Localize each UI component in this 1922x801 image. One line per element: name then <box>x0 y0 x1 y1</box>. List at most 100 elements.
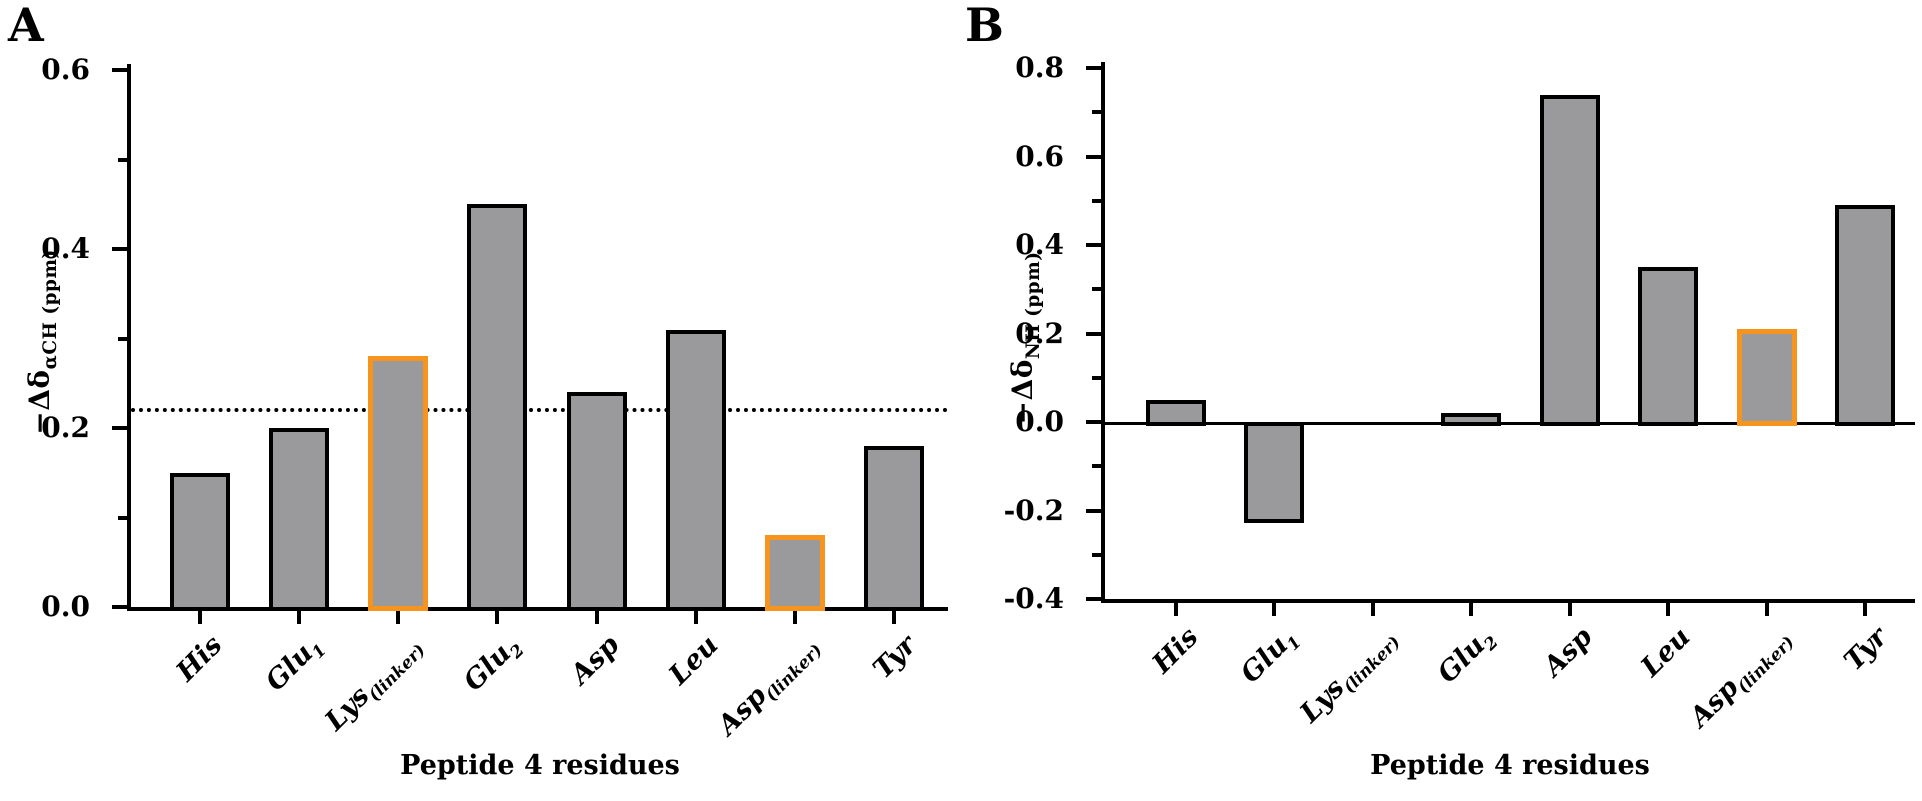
x-category-label-main: Tyr <box>867 629 923 685</box>
y-major-tick <box>1086 154 1101 159</box>
x-axis-line <box>127 607 948 611</box>
y-major-tick <box>1086 420 1101 424</box>
y-minor-tick <box>1092 198 1101 203</box>
bar-His <box>170 472 230 611</box>
y-tick-label: -0.4 <box>1003 582 1064 615</box>
x-category-label-main: Asp <box>564 629 626 691</box>
bar-Leu <box>665 329 726 611</box>
x-category-label-sub: (linker) <box>364 639 430 705</box>
x-category-label-Leu: Leu <box>662 629 725 691</box>
x-tick <box>693 611 698 624</box>
x-tick <box>198 611 202 624</box>
bar-His <box>1146 399 1206 426</box>
bar-Leu <box>1638 267 1699 426</box>
y-minor-tick <box>1092 375 1101 380</box>
bar-Glu1 <box>269 428 330 611</box>
x-category-label-Leu: Leu <box>1635 621 1697 683</box>
x-category-label-main: Tyr <box>1838 621 1894 677</box>
y-minor-tick <box>1092 110 1101 115</box>
panel-a-plot-area: 0.0 0.2 0.4 0.6 His Glu1 Lys(linker) Glu2 Asp Leu… <box>41 53 948 743</box>
x-category-label-Asp: Asp <box>564 629 626 691</box>
panel-a-x-axis-title: Peptide 4 residues <box>400 750 680 781</box>
y-major-tick <box>112 605 127 609</box>
y-minor-tick <box>1092 464 1101 469</box>
y-major-tick <box>112 426 127 430</box>
bar-Glu2 <box>467 204 528 611</box>
x-tick <box>495 611 500 624</box>
bar-Lys(linker) <box>368 356 429 611</box>
panel-b-label: B <box>965 0 1004 52</box>
x-category-label-His: His <box>170 629 229 688</box>
y-major-tick <box>1086 508 1101 513</box>
y-tick-label: 0.6 <box>1015 139 1064 173</box>
x-category-label-Asp: Asp <box>1537 621 1599 683</box>
panel-b-plot-area: -0.4 -0.2 0.0 0.2 0.4 0.6 0.8 His Glu1 Lys(linker… <box>961 0 1922 801</box>
x-tick <box>1370 603 1375 616</box>
bar-Glu1 <box>1244 422 1305 524</box>
x-category-label-main: Asp <box>1537 621 1599 683</box>
x-category-label-main: Leu <box>1635 621 1697 683</box>
panel-a-label: A <box>8 0 44 52</box>
x-category-label-Glu2: Glu2 <box>1432 623 1502 691</box>
x-category-label-main: His <box>1146 621 1205 680</box>
y-minor-tick <box>118 157 127 162</box>
y-tick-label: 0.0 <box>1015 405 1064 438</box>
y-axis-line <box>1101 62 1105 603</box>
x-category-label-Tyr: Tyr <box>867 629 923 685</box>
x-tick <box>1567 603 1572 616</box>
bar-Glu2 <box>1441 413 1502 426</box>
x-category-label-Asp(linker): Asp(linker) <box>712 631 826 743</box>
x-category-label-main: Leu <box>662 629 725 691</box>
bar-Asp(linker) <box>764 535 825 611</box>
x-tick <box>594 611 599 624</box>
x-tick <box>891 611 896 624</box>
x-category-label-sub: (linker) <box>760 639 826 705</box>
x-category-label-Lys(linker): Lys(linker) <box>1294 623 1404 730</box>
y-major-tick <box>1086 243 1101 247</box>
bar-Tyr <box>1835 205 1895 426</box>
y-minor-tick <box>118 336 127 341</box>
x-tick <box>1469 603 1474 616</box>
y-tick-label: 0.6 <box>41 53 90 86</box>
x-tick <box>1764 603 1769 616</box>
x-category-label-His: His <box>1146 621 1205 680</box>
x-tick <box>1666 603 1671 616</box>
y-tick-label: -0.2 <box>1003 493 1064 527</box>
x-category-label-Asp(linker): Asp(linker) <box>1683 623 1798 735</box>
bar-Asp(linker) <box>1736 329 1797 426</box>
y-major-tick <box>112 68 127 72</box>
x-tick <box>1174 603 1178 616</box>
y-minor-tick <box>118 515 127 520</box>
bar-Tyr <box>863 445 924 611</box>
bar-Asp <box>566 392 627 611</box>
x-tick <box>1272 603 1277 616</box>
x-tick <box>396 611 401 624</box>
y-minor-tick <box>1092 287 1101 292</box>
x-category-label-Lys(linker): Lys(linker) <box>320 631 430 738</box>
panel-b-x-axis-title: Peptide 4 residues <box>1370 750 1650 781</box>
x-tick <box>297 611 302 624</box>
x-category-label-Glu2: Glu2 <box>458 631 528 699</box>
x-category-label-main: His <box>170 629 229 688</box>
panel-b: B −ΔδNH (ppm) -0.4 -0.2 0.0 0.2 0.4 0.6 0.8 His… <box>961 0 1922 801</box>
x-category-label-Glu1: Glu1 <box>260 631 330 699</box>
y-major-tick <box>1086 66 1101 70</box>
y-tick-label: 0.8 <box>1015 51 1064 84</box>
y-tick-label: 0.2 <box>41 411 90 444</box>
bar-Asp <box>1539 94 1600 426</box>
x-category-label-Glu1: Glu1 <box>1235 623 1305 691</box>
y-tick-label: 0.4 <box>1015 228 1064 261</box>
y-major-tick <box>112 247 127 251</box>
y-major-tick <box>1086 331 1101 336</box>
x-category-label-Tyr: Tyr <box>1838 621 1894 677</box>
x-tick <box>1863 603 1867 616</box>
y-minor-tick <box>1092 552 1101 557</box>
y-tick-label: 0.0 <box>41 590 90 623</box>
y-axis-line <box>127 64 131 611</box>
y-tick-label: 0.4 <box>41 232 90 265</box>
y-tick-label: 0.2 <box>1015 316 1064 350</box>
y-major-tick <box>1086 597 1101 601</box>
threshold-dotted-line <box>131 408 948 413</box>
x-category-label-sub: (linker) <box>1732 631 1798 697</box>
